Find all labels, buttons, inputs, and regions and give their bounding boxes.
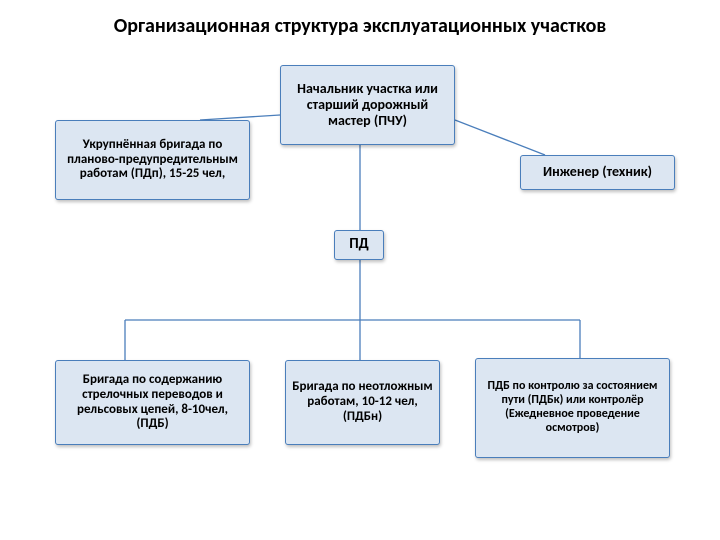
node-pdb: Бригада по содержанию стрелочных перевод… <box>55 360 250 445</box>
node-chief: Начальник участка или старший дорожный м… <box>280 65 455 145</box>
diagram-stage: Организационная структура эксплуатационн… <box>0 0 720 540</box>
node-pdbk: ПДБ по контролю за состоянием пути (ПДБк… <box>475 358 670 458</box>
diagram-title: Организационная структура эксплуатационн… <box>0 14 720 38</box>
node-pdbn: Бригада по неотложным работам, 10-12 чел… <box>285 360 440 445</box>
node-pd: ПД <box>334 230 384 260</box>
node-pdp: Укрупнённая бригада по планово-предупред… <box>55 120 250 200</box>
node-engineer: Инженер (техник) <box>520 155 675 190</box>
